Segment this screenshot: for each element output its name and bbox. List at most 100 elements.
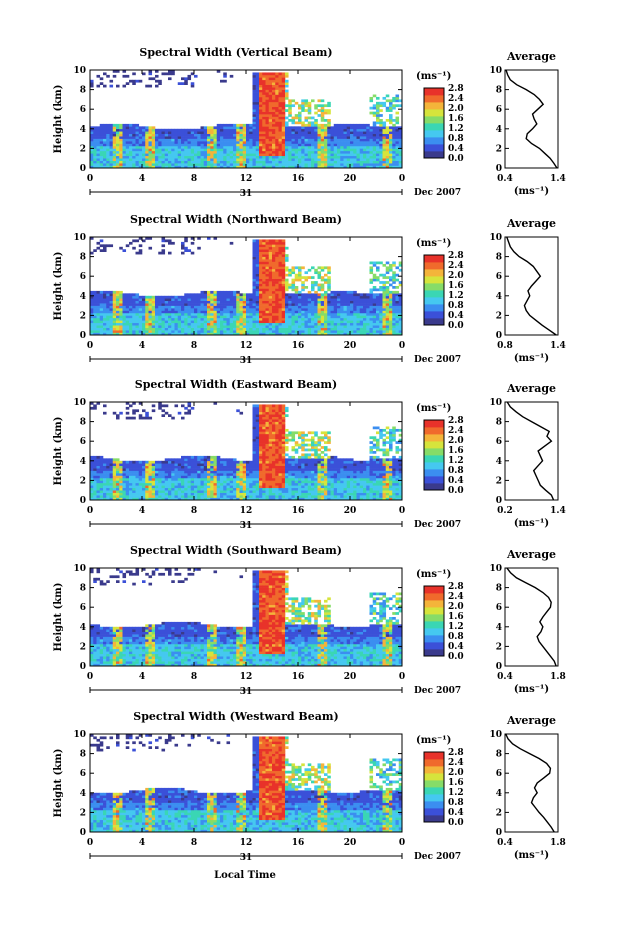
heatmap-cell: [385, 126, 390, 130]
heatmap-cell: [246, 165, 250, 169]
heatmap-cell: [320, 160, 325, 164]
heatmap-cell: [106, 475, 110, 479]
heatmap-cell: [138, 315, 143, 319]
heatmap-cell: [249, 310, 253, 314]
heatmap-cell: [151, 128, 156, 132]
heatmap-cell: [223, 72, 227, 76]
heatmap-cell: [99, 315, 104, 319]
heatmap-cell: [220, 295, 224, 299]
heatmap-cell: [395, 330, 400, 333]
heatmap-cell: [288, 330, 292, 333]
heatmap-cell: [275, 283, 279, 287]
heatmap-cell: [268, 79, 273, 83]
heatmap-cell: [327, 271, 331, 275]
heatmap-cell: [194, 145, 198, 149]
heatmap-cell: [223, 163, 227, 166]
heatmap-cell: [255, 106, 260, 110]
heatmap-cell: [366, 315, 370, 319]
heatmap-cell: [96, 303, 101, 306]
heatmap-cell: [363, 148, 367, 152]
heatmap-cell: [99, 298, 104, 301]
heatmap-cell: [177, 482, 182, 486]
heatmap-cell: [285, 286, 289, 289]
heatmap-cell: [181, 330, 185, 333]
heatmap-cell: [171, 310, 175, 314]
heatmap-cell: [389, 312, 393, 316]
heatmap-cell: [265, 317, 270, 321]
heatmap-cell: [142, 308, 146, 311]
heatmap-cell: [398, 327, 403, 331]
heatmap-cell: [285, 131, 289, 134]
heatmap-cell: [311, 126, 315, 130]
heatmap-cell: [168, 495, 172, 498]
heatmap-cell: [320, 119, 325, 122]
heatmap-cell: [116, 463, 120, 466]
heatmap-cell: [109, 143, 114, 147]
heatmap-cell: [298, 303, 302, 306]
heatmap-cell: [125, 128, 130, 132]
heatmap-cell: [333, 305, 338, 309]
heatmap-cell: [259, 89, 263, 93]
heatmap-cell: [233, 136, 237, 139]
heatmap-cell: [395, 116, 400, 120]
heatmap-cell: [184, 163, 188, 166]
heatmap-cell: [90, 308, 94, 311]
heatmap-cell: [207, 330, 211, 333]
heatmap-cell: [259, 251, 263, 255]
heatmap-cell: [112, 477, 117, 481]
heatmap-cell: [226, 145, 231, 149]
heatmap-cell: [181, 325, 185, 328]
heatmap-cell: [239, 303, 244, 306]
heatmap-cell: [259, 158, 263, 161]
heatmap-cell: [307, 158, 312, 161]
heatmap-cell: [116, 84, 120, 88]
heatmap-cell: [184, 153, 188, 157]
heatmap-cell: [340, 300, 344, 304]
heatmap-cell: [106, 123, 110, 127]
heatmap-cell: [109, 298, 114, 301]
heatmap-cell: [138, 416, 143, 420]
heatmap-cell: [281, 330, 286, 333]
heatmap-cell: [132, 145, 136, 149]
heatmap-cell: [184, 411, 188, 415]
heatmap-cell: [236, 163, 240, 166]
heatmap-cell: [285, 327, 289, 331]
heatmap-cell: [327, 310, 331, 314]
heatmap-cell: [255, 128, 260, 132]
heatmap-cell: [164, 312, 169, 316]
heatmap-cell: [327, 153, 331, 157]
heatmap-cell: [392, 96, 396, 100]
heatmap-cell: [125, 470, 130, 474]
heatmap-cell: [304, 126, 309, 130]
heatmap-cell: [350, 327, 354, 331]
heatmap-cell: [129, 465, 133, 469]
heatmap-cell: [125, 145, 130, 149]
heatmap-cell: [142, 322, 146, 326]
heatmap-cell: [96, 495, 101, 498]
heatmap-cell: [155, 84, 159, 88]
heatmap-cell: [145, 126, 149, 130]
heatmap-cell: [398, 310, 403, 314]
heatmap-cell: [96, 300, 101, 304]
heatmap-cell: [350, 293, 354, 297]
heatmap-cell: [220, 312, 224, 316]
heatmap-cell: [200, 492, 205, 496]
heatmap-cell: [158, 480, 162, 484]
heatmap-cell: [268, 148, 273, 152]
heatmap-cell: [168, 153, 172, 157]
heatmap-cell: [132, 402, 136, 405]
colorbar-tick-label: 2.8: [448, 251, 464, 261]
heatmap-cell: [275, 131, 279, 134]
heatmap-cell: [262, 114, 266, 117]
heatmap-cell: [194, 465, 198, 469]
heatmap-cell: [288, 106, 292, 110]
heatmap-cell: [395, 286, 400, 289]
heatmap-cell: [291, 163, 296, 166]
heatmap-cell: [382, 281, 387, 284]
heatmap-cell: [288, 111, 292, 115]
heatmap-cell: [311, 317, 315, 321]
heatmap-cell: [148, 325, 153, 328]
heatmap-cell: [158, 298, 162, 301]
heatmap-cell: [275, 145, 279, 149]
heatmap-cell: [281, 141, 286, 144]
